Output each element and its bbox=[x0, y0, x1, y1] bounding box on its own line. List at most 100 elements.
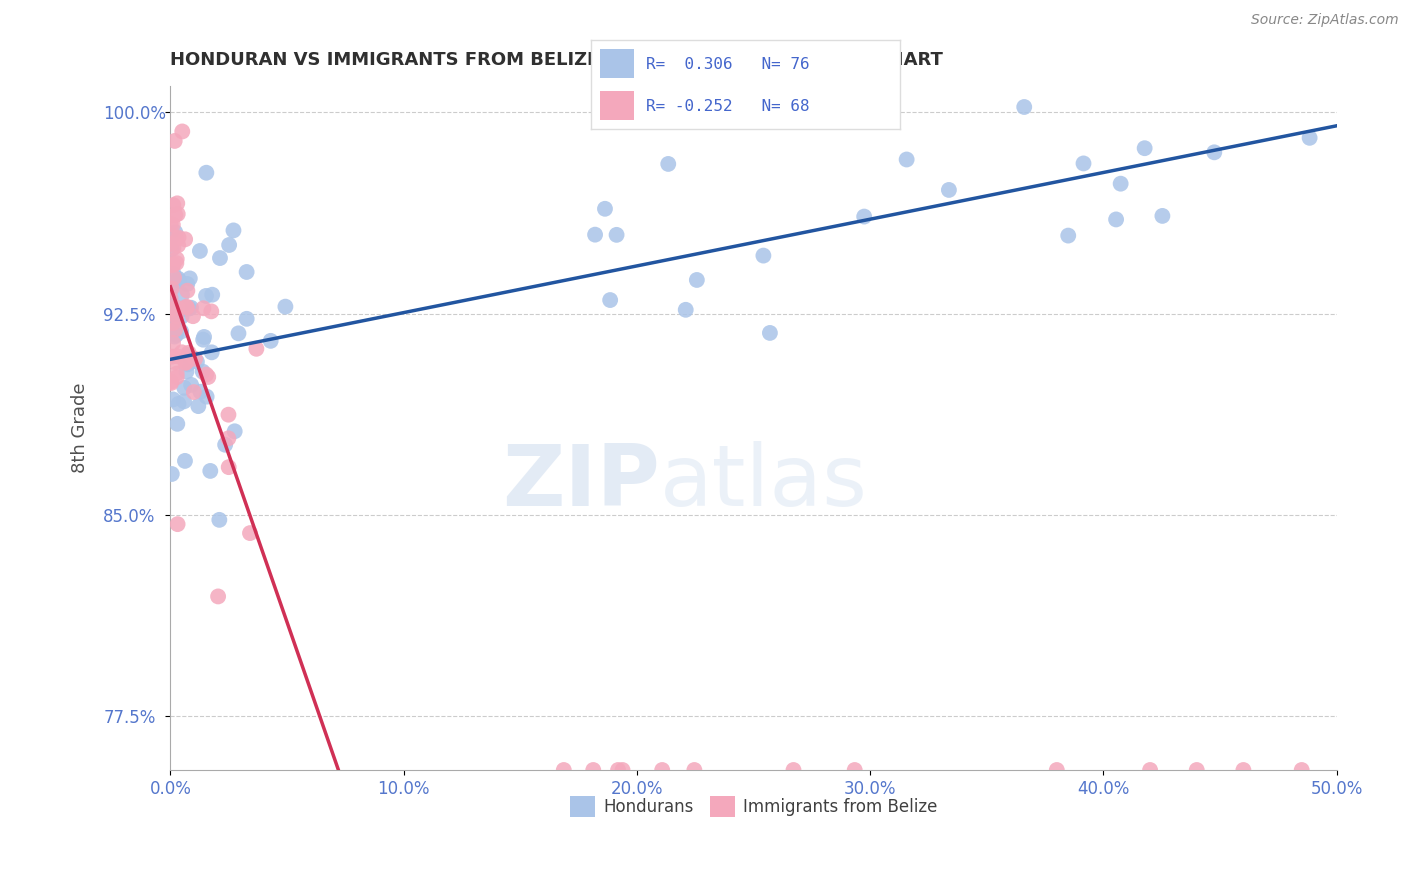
Point bbox=[162, 218, 184, 232]
Point bbox=[177, 357, 200, 371]
Point bbox=[207, 590, 229, 604]
Point bbox=[218, 238, 240, 252]
Point bbox=[167, 230, 190, 244]
Point bbox=[752, 249, 775, 263]
Point bbox=[274, 300, 297, 314]
Text: R=  0.306   N= 76: R= 0.306 N= 76 bbox=[647, 57, 810, 71]
Point bbox=[174, 232, 197, 246]
Point bbox=[1012, 100, 1035, 114]
Point bbox=[686, 273, 709, 287]
Point bbox=[166, 207, 188, 221]
Point bbox=[195, 166, 218, 180]
Point bbox=[183, 385, 205, 400]
Point bbox=[162, 257, 184, 271]
Point bbox=[176, 284, 198, 298]
Point bbox=[170, 310, 193, 324]
Point bbox=[166, 196, 188, 211]
Point bbox=[200, 304, 222, 318]
Point bbox=[163, 134, 186, 148]
Point bbox=[896, 153, 918, 167]
Point bbox=[759, 326, 782, 340]
Point bbox=[179, 271, 201, 285]
Y-axis label: 8th Grade: 8th Grade bbox=[72, 383, 89, 473]
Point bbox=[166, 417, 188, 431]
Point bbox=[170, 287, 193, 301]
Point bbox=[159, 277, 181, 292]
Point bbox=[167, 238, 190, 252]
Point bbox=[177, 346, 200, 360]
Point bbox=[1105, 212, 1128, 227]
Point bbox=[675, 302, 697, 317]
Point bbox=[177, 348, 200, 362]
Point bbox=[179, 301, 201, 316]
Point bbox=[782, 763, 804, 777]
Point bbox=[163, 270, 186, 285]
Point bbox=[174, 454, 197, 468]
Point bbox=[170, 345, 193, 359]
Point bbox=[162, 336, 184, 351]
Point bbox=[197, 370, 219, 384]
Point bbox=[844, 763, 866, 777]
Point bbox=[1291, 763, 1313, 777]
Point bbox=[1073, 156, 1095, 170]
Point bbox=[217, 408, 239, 422]
Point bbox=[1046, 763, 1069, 777]
Point bbox=[172, 124, 194, 138]
Point bbox=[180, 301, 202, 315]
Point bbox=[160, 243, 183, 257]
Point bbox=[195, 289, 218, 303]
Point bbox=[166, 349, 188, 363]
Point bbox=[173, 394, 195, 409]
Point bbox=[170, 325, 193, 339]
Point bbox=[165, 355, 187, 369]
Point bbox=[184, 351, 207, 366]
Point bbox=[165, 327, 187, 342]
Point bbox=[174, 356, 197, 370]
Point bbox=[217, 431, 239, 445]
Point bbox=[181, 309, 204, 323]
Point bbox=[166, 301, 188, 315]
Point bbox=[239, 526, 262, 541]
Point bbox=[162, 258, 184, 272]
Point bbox=[1133, 141, 1156, 155]
Point bbox=[245, 342, 267, 356]
Point bbox=[165, 208, 187, 222]
Point bbox=[201, 345, 224, 359]
Point bbox=[167, 397, 190, 411]
Point bbox=[167, 272, 190, 286]
Point bbox=[853, 210, 876, 224]
Point bbox=[657, 157, 679, 171]
Point bbox=[159, 291, 181, 305]
Point bbox=[235, 265, 257, 279]
Bar bbox=[600, 91, 634, 120]
Point bbox=[193, 301, 215, 316]
Point bbox=[683, 763, 706, 777]
Point bbox=[187, 399, 209, 413]
Point bbox=[165, 231, 187, 245]
Text: R= -0.252   N= 68: R= -0.252 N= 68 bbox=[647, 99, 810, 113]
Point bbox=[593, 202, 616, 216]
Point bbox=[160, 376, 183, 390]
Point bbox=[224, 425, 246, 439]
Point bbox=[160, 350, 183, 364]
Point bbox=[159, 217, 181, 231]
Point bbox=[599, 293, 621, 307]
Text: ZIP: ZIP bbox=[502, 441, 661, 524]
Point bbox=[235, 311, 257, 326]
Point bbox=[160, 228, 183, 243]
Point bbox=[1298, 131, 1320, 145]
Point bbox=[186, 355, 208, 369]
Point bbox=[176, 301, 198, 315]
Point bbox=[167, 274, 190, 288]
Point bbox=[174, 355, 197, 369]
Point bbox=[166, 367, 188, 381]
Point bbox=[162, 198, 184, 212]
Point bbox=[173, 381, 195, 395]
Point bbox=[165, 256, 187, 270]
Point bbox=[260, 334, 283, 348]
Point bbox=[1109, 177, 1132, 191]
Point bbox=[195, 390, 218, 404]
Point bbox=[583, 227, 606, 242]
Point bbox=[1232, 763, 1254, 777]
Point bbox=[166, 370, 188, 384]
